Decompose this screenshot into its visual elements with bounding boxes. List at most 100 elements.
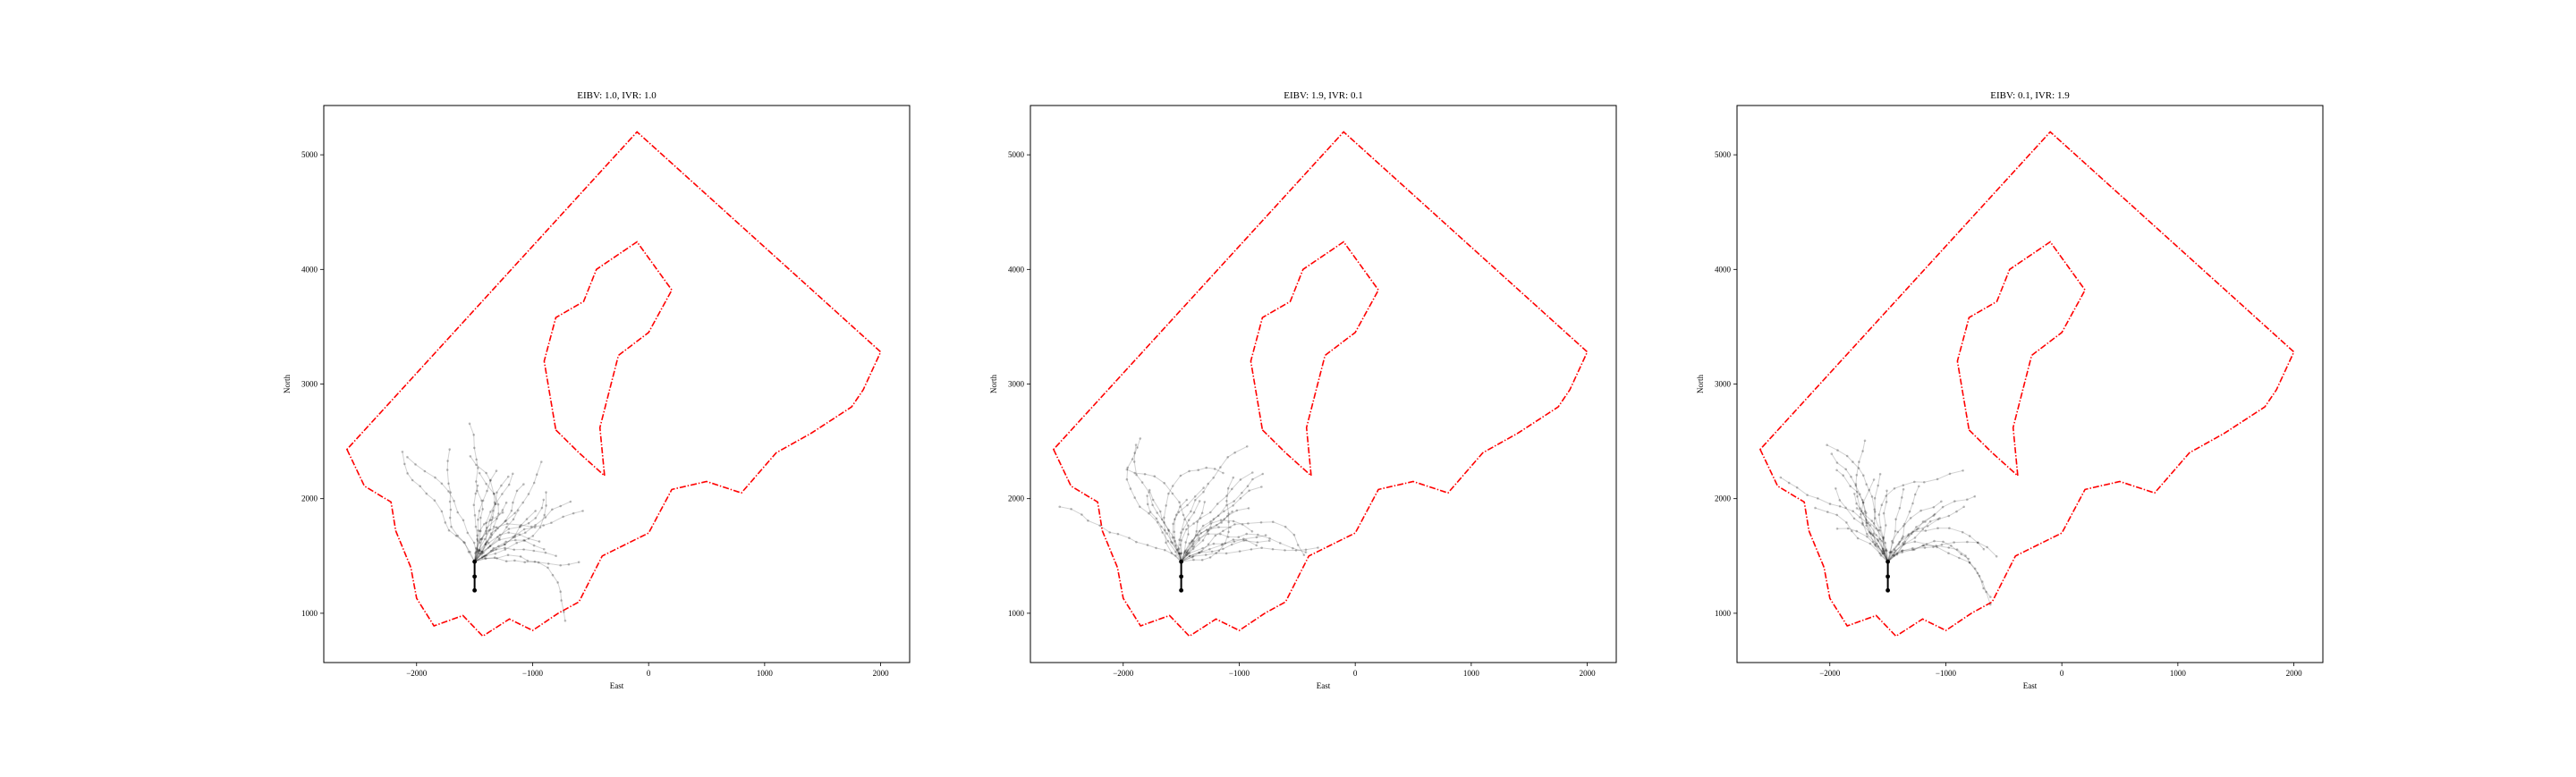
trajectory-point <box>1296 544 1300 546</box>
trajectory-point <box>1901 549 1904 552</box>
trajectory-path <box>1172 499 1188 562</box>
trajectory-point <box>551 508 554 511</box>
trajectory-path <box>1163 467 1224 562</box>
trajectory-point <box>1911 546 1914 550</box>
trajectory-point <box>1185 551 1189 553</box>
trajectory-point <box>1852 510 1854 512</box>
trajectory-point <box>450 525 453 528</box>
trajectory-point <box>473 446 476 450</box>
trajectory-point <box>1087 519 1089 522</box>
trajectory-point <box>496 503 500 506</box>
trajectory-path <box>1181 538 1258 562</box>
trajectory-point <box>1226 514 1229 518</box>
trajectory-point <box>1908 510 1911 513</box>
trajectory-point <box>1973 567 1977 570</box>
trajectory-point <box>1292 546 1294 550</box>
trajectory-point <box>1183 550 1186 553</box>
trajectory-point <box>1222 547 1224 551</box>
trajectory-point <box>1880 550 1884 553</box>
trajectory-point <box>1292 533 1296 536</box>
trajectory-point <box>1913 493 1917 496</box>
trajectory-point <box>1167 492 1170 495</box>
trajectory-point <box>1080 513 1083 516</box>
trajectory-point <box>1125 477 1129 481</box>
trajectory-path <box>1059 506 1182 562</box>
trajectory-point <box>1845 454 1849 458</box>
trajectory-point <box>1207 532 1210 536</box>
trajectory-path <box>1887 528 1985 562</box>
trajectory-point <box>1868 488 1870 492</box>
trajectory-point <box>485 553 487 557</box>
trajectory-point <box>1195 529 1199 533</box>
trajectory-path <box>1126 469 1190 562</box>
trajectory-point <box>1911 548 1914 552</box>
trajectory-point <box>1219 466 1222 469</box>
trajectory-point <box>1838 499 1842 502</box>
trajectory-point <box>1209 526 1213 529</box>
trajectory-point <box>490 533 493 536</box>
trajectory-point <box>1160 525 1163 528</box>
trajectory-point <box>1976 571 1979 575</box>
trajectory-point <box>1180 552 1183 554</box>
trajectory-point <box>1918 485 1920 488</box>
x-tick-label: 2000 <box>873 669 890 678</box>
y-tick-label: 2000 <box>1008 494 1025 503</box>
trajectory-point <box>1233 500 1235 503</box>
trajectory-point <box>1947 546 1951 549</box>
trajectory-point <box>1164 548 1166 552</box>
trajectory-point <box>1187 524 1190 528</box>
trajectory-point <box>1225 494 1228 497</box>
trajectory-point <box>1200 559 1204 562</box>
trajectory-point <box>1173 530 1176 534</box>
trajectory-point <box>1260 486 1263 488</box>
trajectory-point <box>469 455 472 458</box>
trajectory-point <box>480 556 484 560</box>
trajectory-point <box>507 531 510 534</box>
trajectory-point <box>477 467 479 469</box>
trajectory-point <box>1982 587 1985 590</box>
trajectory-point <box>1926 525 1929 528</box>
trajectory-point <box>483 537 487 541</box>
trajectory-point <box>1255 536 1258 539</box>
trajectory-point <box>1985 590 1987 594</box>
trajectory-path <box>1181 502 1206 562</box>
trajectory-path <box>1831 453 1889 562</box>
trajectory-point <box>1919 509 1922 512</box>
trajectory-point <box>476 547 479 551</box>
trajectory-point <box>1872 532 1876 536</box>
trajectory-point <box>1131 458 1134 460</box>
trajectory-point <box>532 481 536 485</box>
trajectory-point <box>1268 536 1271 540</box>
trajectory-point <box>501 493 504 495</box>
trajectory-point <box>1192 540 1195 543</box>
trajectory-point <box>1976 541 1979 545</box>
trajectory-point <box>1146 544 1149 546</box>
trajectory-point <box>527 493 530 495</box>
trajectory-point <box>1859 516 1861 519</box>
trajectory-point <box>1966 540 1969 544</box>
trajectory-point <box>414 463 417 466</box>
trajectory-point <box>1219 519 1223 521</box>
trajectory-point <box>1191 554 1195 558</box>
trajectory-point <box>1200 550 1203 553</box>
trajectory-point <box>496 527 499 530</box>
trajectory-path <box>1887 541 1991 598</box>
trajectory-point <box>1174 554 1177 557</box>
trajectory-path <box>1860 479 1889 562</box>
trajectory-point <box>1221 543 1224 545</box>
trajectory-point <box>1191 543 1195 545</box>
trajectory-point <box>1844 468 1847 471</box>
trajectory-point <box>1165 504 1167 507</box>
trajectory-point <box>1190 510 1192 513</box>
trajectory-point <box>1192 511 1196 514</box>
trajectory-point <box>1174 513 1178 517</box>
trajectory-point <box>504 546 506 550</box>
trajectory-point <box>1177 511 1181 513</box>
trajectory-point <box>1861 501 1865 504</box>
trajectory-point <box>1968 562 1971 564</box>
trajectory-point <box>476 484 479 487</box>
trajectory-point <box>1884 549 1887 552</box>
trajectory-point <box>1879 526 1882 529</box>
trajectory-point <box>493 501 496 504</box>
trajectory-point <box>1175 548 1179 552</box>
